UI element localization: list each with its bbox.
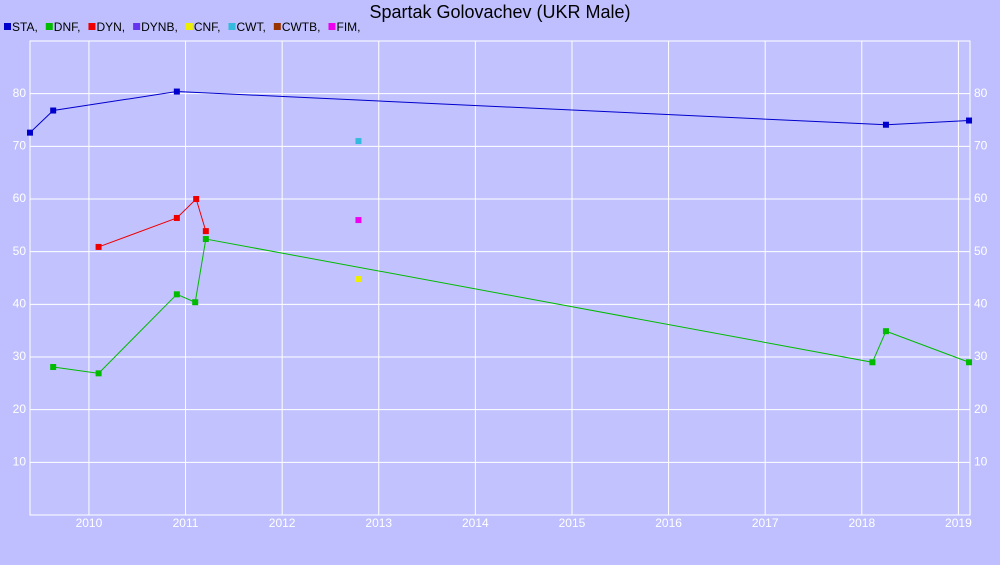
y-tick-label: 50 <box>13 244 27 258</box>
y2-tick-label: 40 <box>974 297 988 311</box>
y-tick-label: 70 <box>13 139 27 153</box>
y2-tick-label: 30 <box>974 349 988 363</box>
data-point <box>50 107 57 114</box>
y-tick-label: 60 <box>13 191 27 205</box>
series-line <box>53 238 970 374</box>
y2-tick-label: 10 <box>974 455 988 469</box>
legend-swatch <box>45 23 53 30</box>
x-tick-label: 2018 <box>848 516 875 530</box>
data-point <box>173 88 180 95</box>
x-tick-label: 2012 <box>269 516 296 530</box>
data-point <box>173 214 180 221</box>
y-tick-label: 40 <box>13 297 27 311</box>
data-point <box>355 276 362 283</box>
x-tick-label: 2017 <box>752 516 779 530</box>
data-point <box>95 370 102 377</box>
chart-title: Spartak Golovachev (UKR Male) <box>369 2 630 22</box>
legend-swatch <box>133 23 141 30</box>
y2-tick-label: 20 <box>974 402 988 416</box>
data-point <box>882 121 889 128</box>
y2-tick-label: 60 <box>974 191 988 205</box>
y2-tick-label: 50 <box>974 244 988 258</box>
series-line <box>98 198 207 248</box>
data-point <box>355 217 362 224</box>
legend-swatch <box>88 23 96 30</box>
y-tick-label: 80 <box>13 86 27 100</box>
data-point <box>355 138 362 145</box>
y-tick-label: 30 <box>13 349 27 363</box>
data-point <box>202 236 209 243</box>
legend-swatch <box>4 23 11 30</box>
x-tick-label: 2019 <box>945 516 972 530</box>
legend-swatch <box>328 23 336 30</box>
legend-label: CWT, <box>236 20 265 34</box>
legend-label: FIM, <box>336 20 360 34</box>
data-point <box>192 299 199 306</box>
y2-tick-label: 70 <box>974 139 988 153</box>
data-point <box>869 359 876 366</box>
x-tick-label: 2013 <box>365 516 392 530</box>
data-point <box>50 364 57 371</box>
legend-swatch <box>273 23 281 30</box>
legend-label: DYN, <box>96 20 125 34</box>
data-point <box>966 117 973 124</box>
legend-label: CWTB, <box>282 20 321 34</box>
data-point <box>193 196 200 202</box>
plot-area <box>29 40 971 516</box>
x-tick-label: 2010 <box>76 516 103 530</box>
data-point <box>202 228 209 235</box>
data-point <box>27 129 33 136</box>
data-point <box>95 243 102 250</box>
data-point <box>173 291 180 298</box>
x-tick-label: 2015 <box>559 516 586 530</box>
data-point <box>966 359 973 366</box>
legend-label: CNF, <box>194 20 221 34</box>
legend: STA, DNF, DYN, DYNB, CNF, CWT, CWTB, FIM, <box>4 20 360 34</box>
x-tick-label: 2016 <box>655 516 682 530</box>
y-tick-label: 10 <box>13 455 27 469</box>
y2-tick-label: 80 <box>974 86 988 100</box>
legend-label: DYNB, <box>141 20 178 34</box>
x-tick-label: 2014 <box>462 516 489 530</box>
legend-label: STA, <box>12 20 38 34</box>
data-point <box>882 328 889 335</box>
legend-label: DNF, <box>54 20 81 34</box>
legend-swatch <box>228 23 236 30</box>
legend-swatch <box>185 23 193 30</box>
x-tick-label: 2011 <box>173 516 199 530</box>
y-tick-label: 20 <box>13 402 27 416</box>
